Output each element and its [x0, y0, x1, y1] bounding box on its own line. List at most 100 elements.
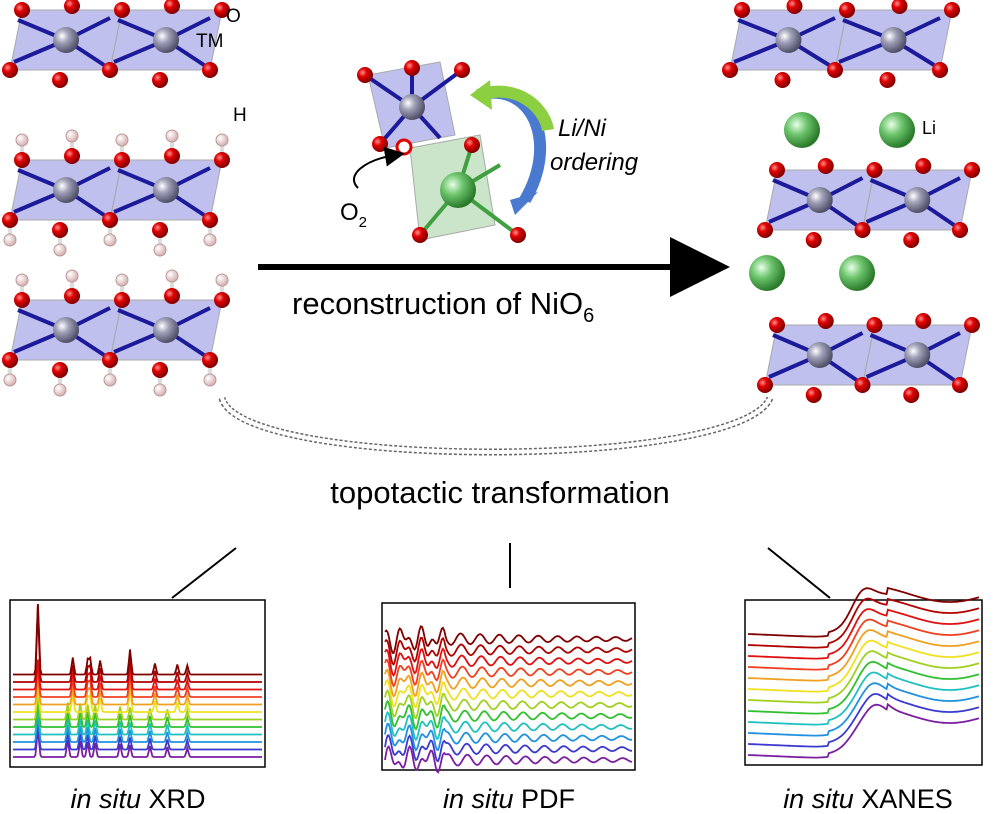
oxygen-atom [734, 2, 750, 18]
oxygen-label: O [226, 6, 241, 27]
oxygen-atom [202, 62, 218, 78]
lithium-label: Li [922, 118, 936, 138]
oxygen-atom [769, 317, 785, 333]
oxygen-atom [372, 136, 388, 152]
lithium-atom [839, 255, 875, 291]
spectrum-line [384, 678, 633, 709]
spectrum-line [13, 603, 262, 683]
oxygen-atom [14, 152, 30, 168]
metal-atom [53, 317, 79, 343]
pdf-label: in situ PDF [443, 784, 575, 814]
oxygen-atom [866, 317, 883, 333]
metal-atom [775, 27, 802, 53]
oxygen-atom [454, 62, 470, 78]
oxygen-atom [214, 152, 230, 168]
o2-label: O2 [340, 199, 367, 231]
spectrum-line [748, 608, 980, 660]
hydrogen-atom [3, 373, 17, 387]
spectrum-line [748, 692, 980, 748]
oxygen-atom [769, 162, 785, 178]
hydrogen-atom [203, 233, 217, 247]
spectrum-line [13, 696, 262, 728]
spectrum-line [384, 636, 633, 666]
oxygen-atom [64, 288, 80, 304]
metal-atom [53, 177, 79, 203]
oxygen-atom [52, 222, 68, 238]
spectrum-line [384, 647, 633, 678]
oxygen-atom [952, 222, 968, 238]
oxygen-atom [944, 2, 960, 18]
connector-xrd [171, 547, 237, 599]
lithium-atom [879, 112, 915, 148]
spectrum-line [13, 674, 262, 706]
xanes-panel-frame [744, 599, 983, 766]
spectrum-line [748, 586, 980, 638]
hydrogen-atom [115, 273, 129, 287]
spectrum-line [748, 671, 980, 726]
oxygen-atom [817, 313, 834, 329]
xanes-panel [744, 586, 983, 766]
crystal-structures [2, 0, 980, 403]
hydrogen-atom [215, 273, 229, 287]
oxygen-atom [786, 0, 803, 14]
metal-atom [904, 187, 931, 213]
oxygen-atom [114, 2, 130, 18]
reconstruction-label: reconstruction of NiO6 [292, 286, 594, 327]
hydrogen-atom [165, 269, 179, 283]
spectrum-line [748, 682, 980, 737]
spectrum-line [384, 668, 633, 698]
spectrum-line [384, 658, 633, 688]
spectrum-line [384, 722, 633, 752]
oxygen-vacancy [395, 138, 413, 156]
spectrum-line [13, 689, 262, 721]
spectrum-line [13, 704, 262, 736]
metal-atom [806, 187, 833, 213]
lithium-atom [749, 255, 785, 291]
oxygen-atom [2, 352, 18, 368]
spectrum-line [748, 702, 980, 759]
oxygen-atom [114, 292, 130, 308]
octahedral-layer [757, 158, 980, 248]
spectrum-line [13, 726, 262, 758]
oxygen-atom [932, 62, 948, 78]
spectrum-line [748, 618, 980, 671]
spectrum-line [13, 666, 262, 698]
oxygen-atom [164, 0, 180, 14]
metal-atom [904, 342, 931, 368]
oxygen-atom [164, 288, 180, 304]
oxygen-atom [952, 377, 968, 393]
spectrum-line [384, 710, 633, 742]
spectrum-line [13, 603, 262, 676]
oxygen-atom [964, 162, 980, 178]
hydrogen-atom [153, 243, 167, 257]
spectrum-line [13, 711, 262, 743]
oxygen-atom [202, 212, 218, 228]
oxygen-atom [774, 72, 791, 88]
metal-atom [806, 342, 833, 368]
spectrum-line [748, 650, 980, 704]
hydrogen-atom [103, 233, 117, 247]
xrd-panel [9, 599, 266, 768]
oxygen-atom [2, 212, 18, 228]
octahedral-layer [2, 0, 230, 88]
octahedral-layer [2, 269, 230, 397]
oxygen-atom [915, 313, 932, 329]
topotactic-arrow [218, 396, 774, 456]
oxygen-atom [464, 137, 480, 153]
oxygen-atom [152, 362, 168, 378]
octahedral-layer [722, 0, 960, 88]
topotactic-label: topotactic transformation [330, 475, 669, 510]
oxygen-atom [805, 232, 822, 248]
spectrum-line [748, 639, 980, 693]
oxygen-atom [102, 212, 118, 228]
tm-label: TM [196, 31, 223, 52]
oxygen-atom [152, 222, 168, 238]
metal-atom [53, 27, 79, 53]
connector-xanes [767, 547, 831, 599]
oxygen-atom [14, 292, 30, 308]
hydrogen-atom [215, 133, 229, 147]
oxygen-atom [964, 317, 980, 333]
oxygen-atom [404, 60, 420, 76]
hydrogen-atom [65, 129, 79, 143]
oxygen-atom [903, 232, 920, 248]
